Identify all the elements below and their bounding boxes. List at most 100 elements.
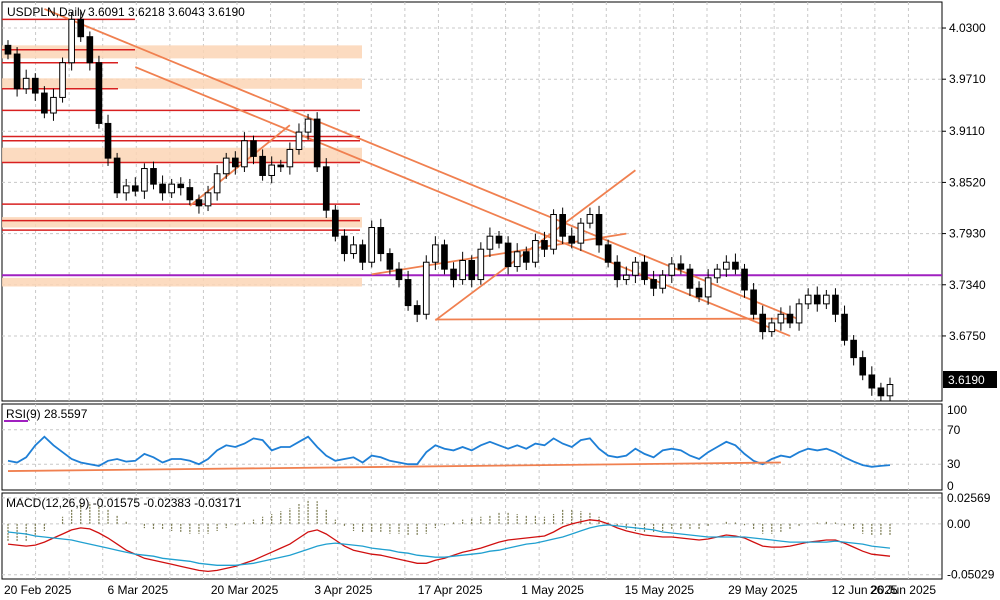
bull-candle bbox=[122, 185, 130, 194]
bull-candle bbox=[586, 214, 594, 224]
bear-candle bbox=[604, 244, 612, 263]
price-tick-label: 4.0300 bbox=[949, 21, 986, 35]
bear-candle bbox=[495, 235, 503, 244]
bear-candle bbox=[741, 268, 748, 291]
bull-candle bbox=[713, 268, 721, 279]
bull-candle bbox=[723, 261, 730, 270]
bull-candle bbox=[795, 303, 803, 324]
macd-label: MACD(12,26,9) -0.01575 -0.02383 -0.03171 bbox=[6, 496, 242, 510]
bear-candle bbox=[441, 244, 448, 270]
bull-candle bbox=[422, 261, 430, 315]
bear-candle bbox=[341, 235, 348, 255]
chart-symbol-label: USDPLN,Daily bbox=[7, 5, 86, 19]
date-tick-label: 15 May 2025 bbox=[625, 583, 695, 597]
price-zone bbox=[2, 45, 362, 59]
macd-tick-label: 0.00 bbox=[947, 517, 971, 531]
bear-candle bbox=[450, 268, 457, 281]
macd-series bbox=[7, 499, 891, 573]
bear-candle bbox=[841, 313, 848, 341]
bull-candle bbox=[168, 183, 175, 194]
bear-candle bbox=[541, 240, 548, 250]
bear-candle bbox=[695, 287, 703, 298]
macd-tick-label: -0.05029 bbox=[947, 568, 995, 582]
chart-ohlc-label: 3.6091 3.6218 3.6043 3.6190 bbox=[88, 5, 245, 19]
horizontal-levels bbox=[2, 18, 942, 277]
current-price-badge bbox=[943, 371, 997, 388]
bear-candle bbox=[404, 279, 412, 307]
rsi-tick-label: 30 bbox=[947, 457, 961, 471]
rsi-series bbox=[7, 435, 891, 472]
bear-candle bbox=[131, 185, 139, 192]
rsi-tick-label: 70 bbox=[947, 423, 961, 437]
bear-candle bbox=[832, 294, 839, 315]
bear-candle bbox=[86, 36, 94, 64]
bear-candle bbox=[31, 77, 39, 94]
price-tick-label: 3.7930 bbox=[949, 227, 986, 241]
bull-candle bbox=[222, 157, 230, 175]
bear-candle bbox=[613, 261, 621, 281]
price-zone bbox=[2, 78, 362, 89]
bull-candle bbox=[368, 227, 376, 263]
bear-candle bbox=[159, 183, 166, 194]
bear-candle bbox=[850, 339, 857, 359]
bear-candle bbox=[177, 183, 185, 189]
bull-candle bbox=[804, 294, 812, 305]
bull-candle bbox=[550, 214, 557, 250]
bull-candle bbox=[268, 164, 276, 176]
bull-candle bbox=[432, 244, 439, 263]
bear-candle bbox=[504, 242, 512, 268]
bear-candle bbox=[113, 157, 121, 194]
date-tick-label: 12 Jun 2025 bbox=[832, 583, 898, 597]
bull-candle bbox=[477, 248, 485, 281]
bear-candle bbox=[332, 209, 339, 237]
bear-candle bbox=[413, 305, 421, 315]
bear-candle bbox=[759, 313, 767, 333]
bear-candle bbox=[250, 140, 257, 157]
rsi-tick-label: 100 bbox=[947, 403, 967, 417]
bull-candle bbox=[632, 261, 639, 276]
bear-candle bbox=[186, 187, 194, 201]
bull-candle bbox=[213, 173, 221, 194]
bear-candle bbox=[322, 166, 330, 211]
bear-candle bbox=[595, 214, 603, 246]
bull-candle bbox=[704, 277, 712, 298]
bull-candle bbox=[59, 62, 66, 98]
bear-candle bbox=[41, 92, 48, 114]
bear-candle bbox=[395, 268, 403, 281]
bear-candle bbox=[813, 294, 821, 305]
bear-candle bbox=[877, 387, 885, 397]
support-line bbox=[435, 317, 790, 321]
bull-candle bbox=[668, 263, 676, 276]
bear-candle bbox=[377, 227, 385, 255]
bull-candle bbox=[659, 274, 666, 289]
rsi-trend-line bbox=[7, 461, 781, 472]
bear-candle bbox=[195, 199, 203, 207]
bear-candle bbox=[677, 263, 685, 270]
bull-candle bbox=[513, 251, 521, 268]
candlesticks bbox=[4, 10, 894, 401]
price-tick-label: 3.8520 bbox=[949, 175, 986, 189]
bear-candle bbox=[277, 164, 285, 168]
bull-candle bbox=[295, 131, 303, 150]
bear-candle bbox=[150, 168, 157, 185]
bear-candle bbox=[568, 235, 576, 244]
date-tick-label: 20 Mar 2025 bbox=[211, 583, 279, 597]
bear-candle bbox=[259, 155, 266, 176]
bull-candle bbox=[304, 118, 312, 133]
bull-candle bbox=[68, 18, 75, 64]
bear-candle bbox=[232, 157, 239, 168]
signal-line bbox=[7, 524, 891, 566]
rsi-line bbox=[7, 435, 891, 468]
bear-candle bbox=[868, 374, 876, 389]
price-zone bbox=[2, 277, 362, 287]
bull-candle bbox=[886, 384, 894, 397]
bear-candle bbox=[732, 261, 739, 270]
rsi-tick-label: 0 bbox=[947, 479, 954, 493]
date-tick-label: 26 Jun 2025 bbox=[870, 583, 936, 597]
date-tick-label: 3 Apr 2025 bbox=[314, 583, 372, 597]
price-tick-label: 3.7340 bbox=[949, 278, 986, 292]
price-tick-label: 3.6750 bbox=[949, 329, 986, 343]
bull-candle bbox=[577, 222, 585, 244]
bear-candle bbox=[750, 289, 757, 315]
